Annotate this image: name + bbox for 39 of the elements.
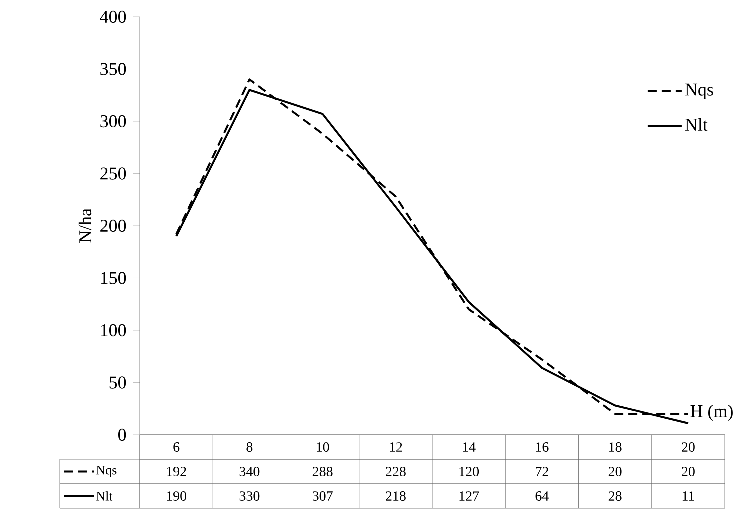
text: Nlt: [96, 492, 113, 501]
x-tick-label: 18: [610, 442, 622, 452]
data-label: 72: [536, 467, 548, 476]
x-axis-title: H (m): [690, 404, 733, 422]
data-label: 20: [608, 467, 622, 476]
data-label: 340: [240, 467, 260, 476]
data-label: 218: [386, 492, 406, 501]
data-label: 288: [312, 467, 333, 476]
y-tick-label: 200: [100, 220, 126, 232]
x-tick-label: 10: [317, 442, 330, 452]
text: Nqs: [96, 466, 117, 478]
data-label: 20: [682, 467, 695, 476]
data-label: 228: [386, 467, 406, 476]
y-axis-title: N/ha: [78, 208, 92, 243]
data-label: 127: [460, 492, 480, 501]
x-tick-label: 6: [174, 442, 180, 452]
x-tick-label: 16: [536, 442, 549, 452]
legend-label: Nlt: [685, 118, 708, 132]
data-label: 11: [682, 492, 694, 501]
y-tick-label: 100: [101, 324, 126, 337]
y-tick-label: 350: [100, 63, 126, 76]
data-label: 192: [167, 467, 186, 476]
data-label: 28: [608, 492, 622, 501]
y-tick-label: 250: [100, 168, 126, 180]
y-tick-label: 300: [100, 115, 126, 128]
legend-label: Nqs: [685, 84, 714, 100]
x-tick-label: 14: [463, 442, 476, 452]
data-label: 330: [240, 492, 260, 501]
y-tick-label: 150: [101, 272, 126, 284]
x-tick-label: 8: [246, 442, 253, 452]
y-tick-label: 400: [100, 10, 126, 24]
data-label: 120: [460, 467, 480, 476]
x-tick-label: 12: [390, 442, 402, 452]
data-label: 64: [536, 492, 549, 501]
y-tick-label: 50: [110, 376, 126, 389]
x-tick-label: 20: [682, 442, 695, 452]
y-tick-label: 0: [118, 428, 126, 442]
data-label: 190: [167, 492, 187, 501]
data-label: 307: [312, 492, 333, 501]
